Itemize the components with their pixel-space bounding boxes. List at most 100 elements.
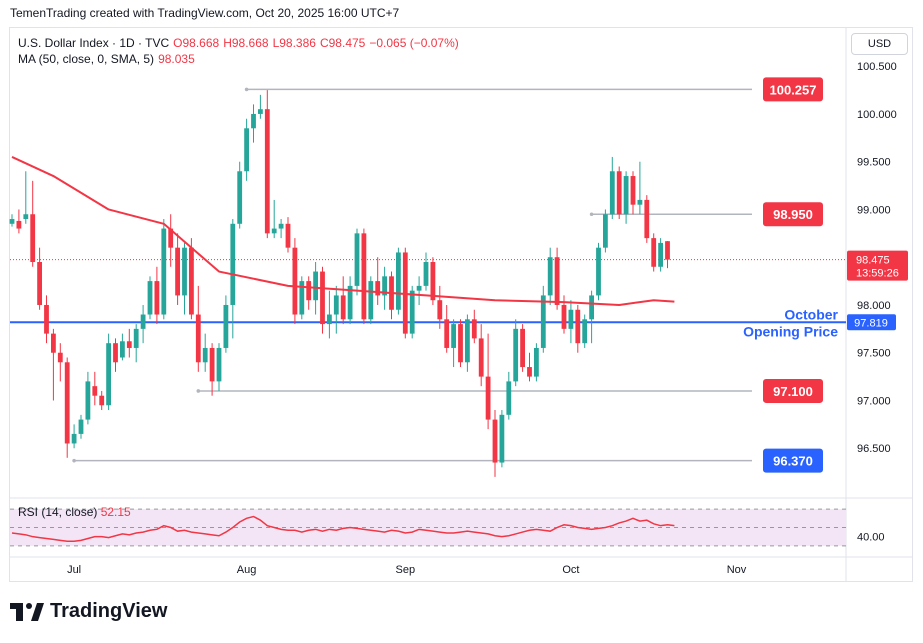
candle-body (375, 281, 381, 296)
candle-body (409, 290, 415, 334)
candle-body (140, 314, 146, 329)
candle-body (71, 433, 77, 444)
x-tick-label: Sep (396, 564, 416, 576)
opening-price-label: Opening Price (743, 323, 838, 339)
candle-body (534, 347, 539, 377)
candle-body (154, 281, 160, 315)
candle-body (568, 309, 574, 329)
candle-body (37, 262, 42, 305)
candle-body (382, 276, 387, 296)
candle-body (575, 309, 581, 344)
brand-name: TradingView (50, 600, 168, 622)
y-tick-label: 97.500 (857, 348, 891, 360)
candle-body (361, 233, 367, 320)
ma-line (11, 156, 675, 306)
candle-body (603, 214, 608, 248)
y-tick-label: 96.500 (857, 443, 891, 455)
x-tick-label: Jul (67, 564, 81, 576)
ma-label[interactable]: MA (50, close, 0, SMA, 5) (18, 52, 155, 66)
candle-body (9, 219, 15, 224)
candle-body (437, 300, 443, 320)
change-value: −0.065 (−0.07%) (369, 36, 459, 50)
ma-value: 98.035 (158, 52, 195, 66)
candle-body (465, 319, 470, 363)
candle-body (189, 247, 194, 315)
y-tick-label: 100.500 (857, 61, 897, 73)
chart-legend: U.S. Dollar Index · 1D · TVC O98.668 H98… (18, 35, 459, 67)
candle-body (354, 233, 360, 286)
opening-price-tag (847, 314, 896, 331)
symbol-label[interactable]: U.S. Dollar Index · 1D · TVC (18, 36, 170, 50)
candle-body (230, 223, 236, 305)
october-label: October (784, 306, 838, 322)
level-anchor (72, 458, 76, 463)
candle-body (223, 304, 229, 348)
candle-body (120, 341, 125, 358)
candle-body (596, 247, 601, 296)
rsi-tick-label: 40.00 (857, 532, 885, 544)
level-label: 100.257 (770, 82, 817, 97)
currency-button[interactable]: USD (851, 33, 908, 55)
candle-body (451, 324, 456, 348)
level-label-box (763, 378, 823, 403)
candle-body (278, 223, 284, 229)
candle-body (99, 395, 105, 406)
candle-body (609, 171, 615, 215)
low-value: L98.386 (272, 36, 316, 50)
candle-body (175, 247, 180, 296)
candle-body (161, 228, 167, 315)
candle-body (368, 281, 374, 320)
candle-body (209, 347, 215, 382)
candle-body (630, 176, 636, 205)
y-tick-label: 98.000 (857, 300, 891, 312)
candle-body (285, 223, 291, 248)
candle-body (589, 295, 594, 320)
candle-body (423, 262, 429, 286)
open-value: O98.668 (173, 36, 220, 50)
candle-body (195, 314, 201, 363)
candle-body (264, 109, 270, 234)
candle-body (147, 281, 153, 315)
candle-body (126, 341, 132, 348)
candle-body (168, 228, 174, 248)
candle-body (396, 252, 401, 310)
candle-body (471, 319, 477, 339)
y-tick-label: 99.500 (857, 157, 891, 169)
candle-body (320, 271, 325, 325)
candle-body (237, 171, 243, 224)
last-price-tag (847, 250, 908, 281)
candle-body (244, 128, 249, 172)
candle-body (30, 214, 36, 262)
candle-body (271, 228, 277, 234)
x-tick-label: Nov (727, 564, 747, 576)
close-value: C98.475 (319, 36, 366, 50)
level-label: 96.370 (773, 454, 813, 469)
level-anchor (244, 87, 249, 92)
candle-body (665, 241, 670, 260)
candle-body (637, 199, 643, 205)
candle-body (478, 338, 484, 377)
y-tick-label: 97.000 (857, 395, 891, 407)
candle-body (23, 214, 29, 220)
level-label-box (763, 77, 823, 102)
candle-body (202, 347, 208, 363)
candle-body (313, 271, 318, 301)
candle-body (64, 362, 70, 444)
candle-body (458, 324, 463, 363)
candle-body (616, 171, 622, 215)
candle-body (561, 304, 567, 329)
candle-body (340, 295, 346, 320)
candle-body (527, 367, 532, 377)
candle-body (306, 281, 312, 301)
candle-body (492, 419, 498, 463)
rsi-label[interactable]: RSI (14, close) (18, 505, 98, 519)
candle-body (651, 238, 657, 267)
candle-body (513, 328, 519, 382)
candle-body (582, 319, 588, 344)
rsi-line (11, 515, 675, 542)
high-value: H98.668 (223, 36, 269, 50)
candle-body (485, 376, 491, 420)
candle-body (78, 419, 84, 434)
candle-body (416, 285, 422, 291)
